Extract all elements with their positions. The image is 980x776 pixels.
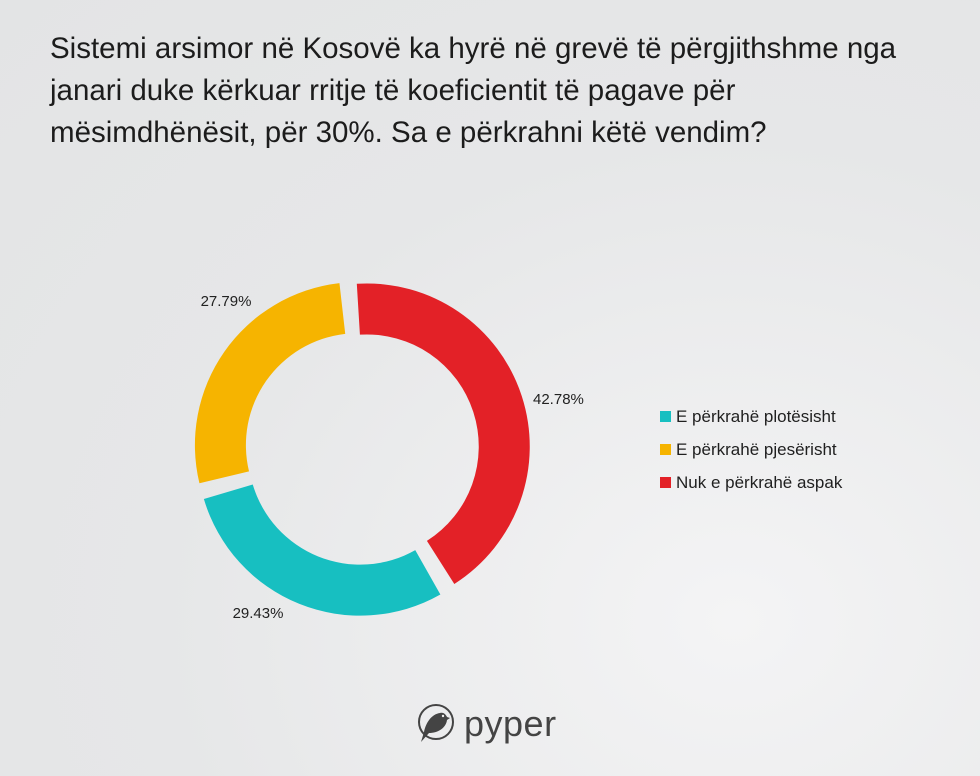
pyper-logo: pyper: [414, 702, 557, 746]
legend-item: Nuk e përkrahë aspak: [660, 466, 842, 499]
legend-swatch: [660, 477, 671, 488]
legend-swatch: [660, 444, 671, 455]
legend-item: E përkrahë pjesërisht: [660, 433, 842, 466]
legend-label: E përkrahë pjesërisht: [676, 439, 837, 459]
legend-label: Nuk e përkrahë aspak: [676, 472, 843, 492]
donut-slice: [356, 283, 530, 584]
logo-text: pyper: [464, 703, 557, 744]
data-label: 42.78%: [533, 391, 584, 408]
bird-icon: [418, 704, 454, 742]
chart-title: Sistemi arsimor në Kosovë ka hyrë në gre…: [50, 32, 897, 149]
data-label: 27.79%: [201, 293, 252, 310]
legend-label: E përkrahë plotësisht: [676, 406, 836, 426]
data-label: 29.43%: [233, 605, 284, 622]
legend: E përkrahë plotësisht E përkrahë pjesëri…: [660, 400, 842, 499]
donut-slice: [203, 484, 441, 616]
legend-item: E përkrahë plotësisht: [660, 400, 842, 433]
legend-swatch: [660, 411, 671, 422]
donut-slice: [194, 283, 346, 484]
